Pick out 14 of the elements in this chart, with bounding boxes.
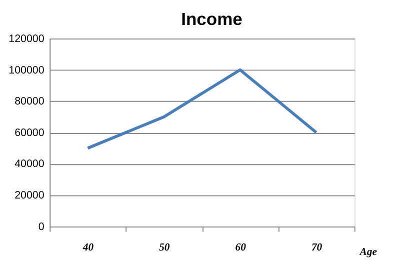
x-tick-label: 60 bbox=[235, 241, 247, 254]
y-tick-label: 100000 bbox=[8, 64, 44, 76]
line-series bbox=[86, 68, 318, 150]
y-tick-label: 40000 bbox=[14, 158, 44, 170]
y-tick-label: 0 bbox=[38, 220, 44, 233]
y-tick-label: 60000 bbox=[14, 126, 44, 139]
chart-title: Income bbox=[181, 8, 243, 29]
x-tick-label: 50 bbox=[159, 241, 170, 254]
x-tick-label: 70 bbox=[311, 241, 323, 254]
x-tick-label: 40 bbox=[82, 241, 94, 254]
y-tick-label: 120000 bbox=[8, 32, 44, 45]
y-tick-label: 20000 bbox=[14, 190, 44, 202]
y-tick-label: 80000 bbox=[14, 96, 44, 108]
x-axis-title: Age bbox=[358, 246, 378, 258]
